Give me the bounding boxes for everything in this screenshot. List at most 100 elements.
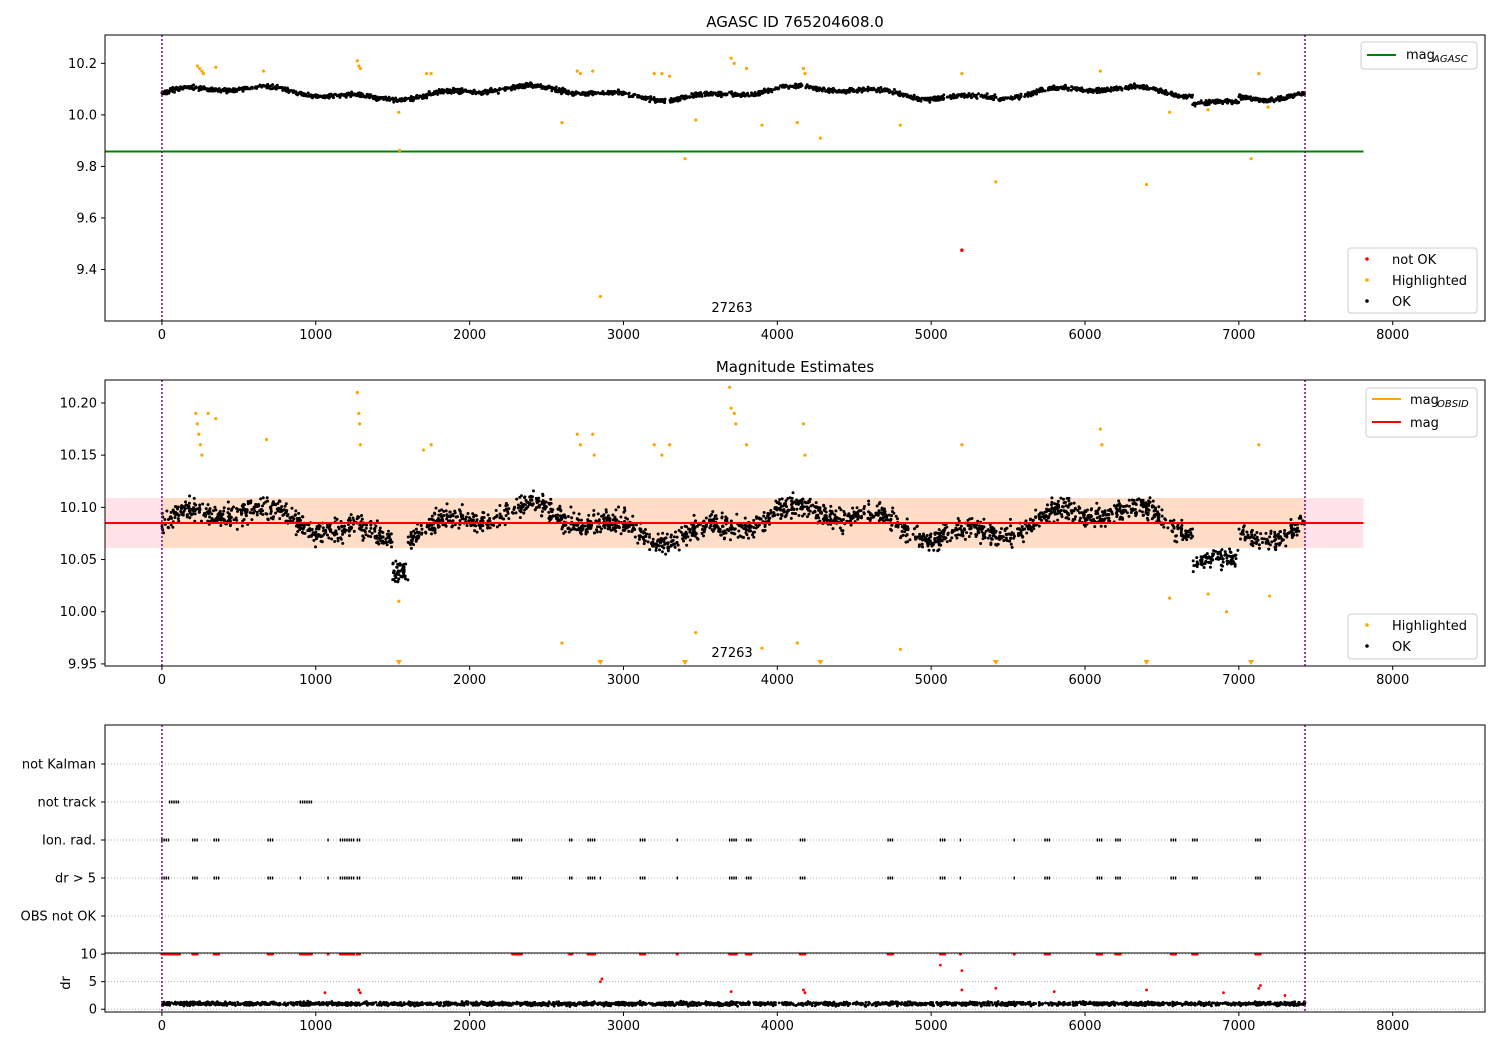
ok-point [680,526,684,530]
ok-point [370,531,374,535]
ok-point [793,512,797,516]
ok-point [348,527,352,531]
ok-point [728,90,732,94]
ok-point [935,536,939,540]
ok-point [424,530,428,534]
ok-point [730,531,734,535]
highlighted-point [429,72,433,76]
ok-point [800,84,804,88]
ok-point [589,523,593,527]
ok-point [1066,505,1070,509]
ok-point [1043,510,1047,514]
ok-point [669,100,673,104]
ok-point [587,513,591,517]
ok-point [1274,548,1278,552]
ok-point [1209,100,1213,104]
highlighted-point [1224,610,1229,614]
ok-point [402,99,406,103]
ok-point [619,91,623,95]
ok-point [1154,506,1158,510]
ok-point [616,92,620,96]
ok-point [1039,86,1043,90]
ok-point [314,545,318,549]
ok-point [442,513,446,517]
ok-point [451,524,455,528]
ok-point [586,92,590,96]
ok-point [418,94,422,98]
ok-point [208,515,212,519]
ok-point [1180,94,1184,98]
ok-point [274,511,278,515]
ok-point [310,96,314,100]
ok-point [994,95,998,99]
ok-point [350,90,354,94]
ok-point [626,92,630,96]
ok-point [518,509,522,513]
ok-point [640,97,644,101]
ok-point [981,527,985,531]
ok-point [1172,518,1176,522]
y-tick-label: 9.6 [76,211,97,226]
ok-point [660,545,664,549]
ok-point [429,517,433,521]
highlighted-point [197,432,201,436]
ok-point [961,530,965,534]
ok-point [675,541,679,545]
ok-point [1278,541,1282,545]
highlighted-point [264,437,269,442]
ok-point [340,525,344,529]
ok-point [959,94,963,98]
ok-point [244,512,248,516]
ok-point [989,541,993,545]
ok-point [221,512,225,516]
ok-point [945,95,949,99]
ok-point [851,516,855,520]
ok-point [1250,529,1254,533]
ok-point [579,93,583,97]
ok-point [1237,527,1241,531]
ok-point [541,494,545,498]
ok-point [665,532,669,536]
ok-point [827,87,831,91]
ok-point [900,529,904,533]
ok-point [756,524,760,528]
ok-point [841,532,845,536]
ok-point [188,494,192,498]
ok-point [846,514,850,518]
ok-point [829,504,833,508]
ok-point [484,91,488,95]
ok-point [1055,85,1059,89]
ok-point [296,93,300,97]
ok-point [1073,507,1077,511]
ok-point [1083,524,1087,528]
ok-point [246,499,250,503]
ok-point [269,87,273,91]
ok-point [901,533,905,537]
ok-point [432,526,436,530]
ok-point [713,525,717,529]
ok-point [480,517,484,521]
ok-point [939,531,943,535]
below-range-marker [817,660,824,665]
ok-point [673,545,677,549]
ok-point [1273,530,1277,534]
ok-point [794,502,798,506]
ok-point [965,531,969,535]
ok-point [694,94,698,98]
ok-point [614,508,618,512]
ok-point [676,96,680,100]
ok-point [1291,528,1295,532]
ok-point [197,510,201,514]
ok-point [528,495,532,499]
ok-point [974,94,978,98]
ok-point [368,529,372,533]
ok-point [996,536,1000,540]
ok-point [721,530,725,534]
ok-point [1017,527,1021,531]
ok-point [1120,516,1124,520]
y-tick-label: 9.8 [76,160,97,175]
highlighted-point [960,72,964,76]
legend-ok: OK [1392,295,1411,310]
ok-point [678,98,682,102]
